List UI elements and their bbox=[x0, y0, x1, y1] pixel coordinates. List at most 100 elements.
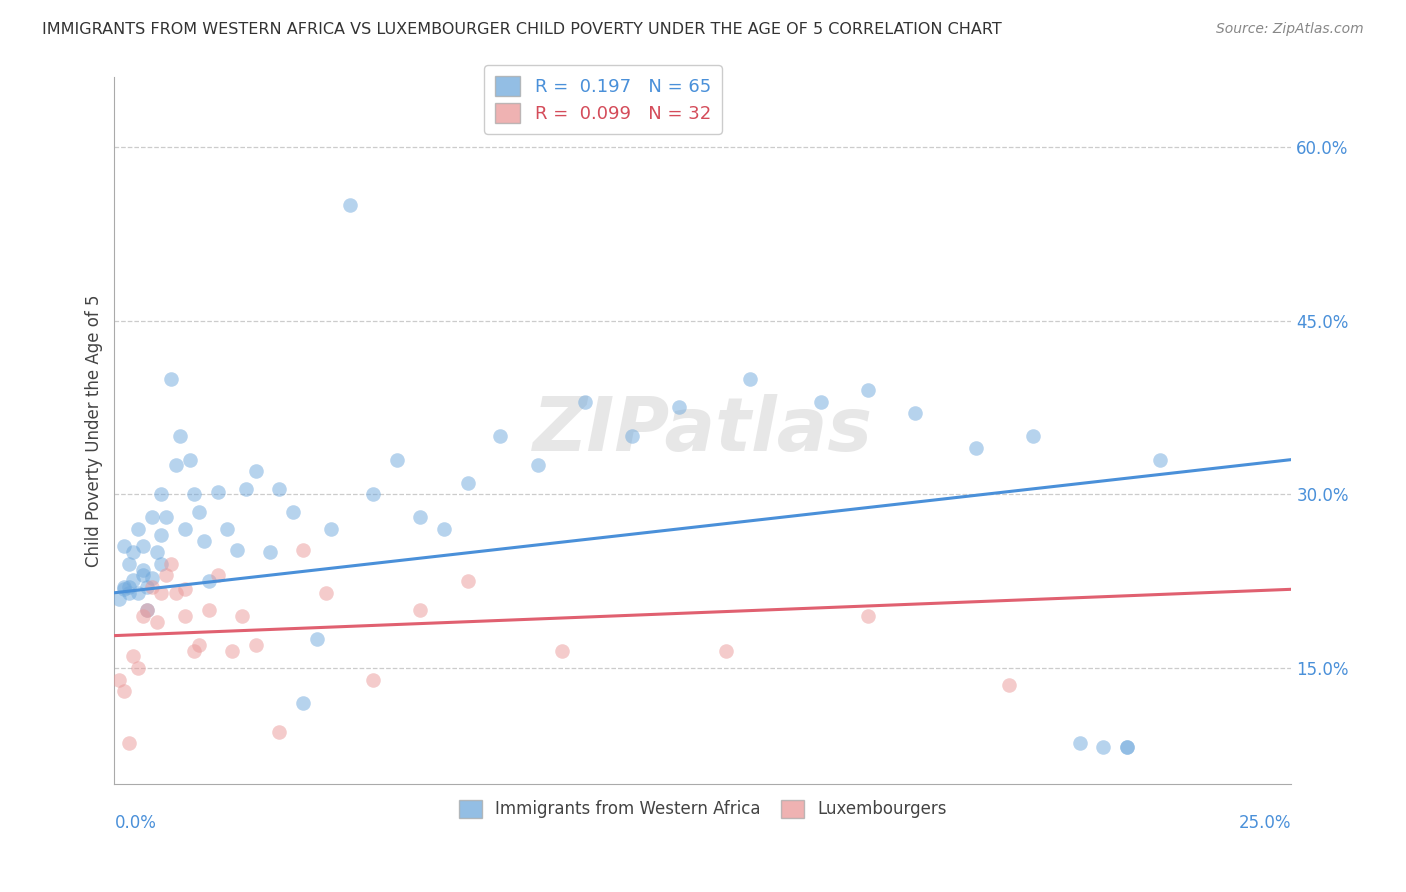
Point bbox=[315, 586, 337, 600]
Point bbox=[183, 643, 205, 657]
Point bbox=[385, 452, 408, 467]
Point bbox=[433, 522, 456, 536]
Point bbox=[127, 586, 149, 600]
Point bbox=[141, 580, 163, 594]
Point bbox=[108, 591, 131, 606]
Point bbox=[1115, 739, 1137, 754]
Point bbox=[165, 586, 187, 600]
Point bbox=[221, 643, 243, 657]
Point bbox=[112, 580, 135, 594]
Point bbox=[155, 510, 177, 524]
Point bbox=[621, 429, 644, 443]
Point bbox=[112, 684, 135, 698]
Point bbox=[122, 649, 145, 664]
Point bbox=[207, 568, 229, 582]
Point bbox=[998, 678, 1021, 692]
Legend: Immigrants from Western Africa, Luxembourgers: Immigrants from Western Africa, Luxembou… bbox=[453, 793, 953, 825]
Point bbox=[108, 673, 131, 687]
Point bbox=[856, 383, 879, 397]
Point bbox=[235, 482, 257, 496]
Point bbox=[291, 543, 314, 558]
Point bbox=[136, 580, 159, 594]
Point bbox=[174, 582, 197, 597]
Point bbox=[245, 638, 267, 652]
Point bbox=[259, 545, 281, 559]
Point bbox=[131, 563, 153, 577]
Point bbox=[160, 371, 183, 385]
Point bbox=[339, 198, 361, 212]
Point bbox=[319, 522, 342, 536]
Point bbox=[131, 540, 153, 554]
Point bbox=[231, 609, 253, 624]
Point bbox=[457, 574, 479, 589]
Point bbox=[363, 487, 385, 501]
Point bbox=[112, 582, 135, 597]
Text: Source: ZipAtlas.com: Source: ZipAtlas.com bbox=[1216, 22, 1364, 37]
Point bbox=[197, 603, 219, 617]
Point bbox=[183, 487, 205, 501]
Point bbox=[1021, 429, 1043, 443]
Text: 25.0%: 25.0% bbox=[1239, 814, 1292, 832]
Point bbox=[1149, 452, 1171, 467]
Point bbox=[150, 487, 173, 501]
Point bbox=[1115, 739, 1137, 754]
Point bbox=[738, 371, 761, 385]
Point bbox=[1092, 739, 1115, 754]
Point bbox=[127, 522, 149, 536]
Point bbox=[363, 673, 385, 687]
Point bbox=[291, 696, 314, 710]
Point bbox=[117, 557, 139, 571]
Point bbox=[136, 603, 159, 617]
Point bbox=[155, 568, 177, 582]
Y-axis label: Child Poverty Under the Age of 5: Child Poverty Under the Age of 5 bbox=[86, 294, 103, 567]
Point bbox=[165, 458, 187, 473]
Point bbox=[457, 475, 479, 490]
Point bbox=[409, 603, 432, 617]
Point bbox=[305, 632, 328, 646]
Point bbox=[904, 406, 927, 420]
Point bbox=[197, 574, 219, 589]
Point bbox=[117, 736, 139, 750]
Point bbox=[160, 557, 183, 571]
Point bbox=[225, 543, 247, 558]
Point bbox=[146, 545, 169, 559]
Point bbox=[810, 394, 832, 409]
Point bbox=[174, 522, 197, 536]
Point bbox=[174, 609, 197, 624]
Point bbox=[193, 533, 215, 548]
Point bbox=[117, 580, 139, 594]
Point bbox=[179, 452, 201, 467]
Point bbox=[112, 540, 135, 554]
Point bbox=[117, 586, 139, 600]
Point bbox=[122, 545, 145, 559]
Point bbox=[245, 464, 267, 478]
Point bbox=[131, 609, 153, 624]
Text: ZIPatlas: ZIPatlas bbox=[533, 394, 873, 467]
Point bbox=[574, 394, 596, 409]
Point bbox=[489, 429, 512, 443]
Point bbox=[188, 505, 211, 519]
Point bbox=[965, 441, 987, 455]
Point bbox=[150, 557, 173, 571]
Point bbox=[668, 401, 690, 415]
Point bbox=[527, 458, 550, 473]
Point bbox=[188, 638, 211, 652]
Point bbox=[1069, 736, 1091, 750]
Text: 0.0%: 0.0% bbox=[114, 814, 156, 832]
Point bbox=[269, 724, 291, 739]
Point bbox=[283, 505, 305, 519]
Point bbox=[550, 643, 572, 657]
Point bbox=[122, 573, 145, 587]
Point bbox=[150, 586, 173, 600]
Point bbox=[146, 615, 169, 629]
Point bbox=[141, 571, 163, 585]
Point bbox=[217, 522, 239, 536]
Point bbox=[856, 609, 879, 624]
Point bbox=[127, 661, 149, 675]
Point bbox=[141, 510, 163, 524]
Point bbox=[269, 482, 291, 496]
Text: IMMIGRANTS FROM WESTERN AFRICA VS LUXEMBOURGER CHILD POVERTY UNDER THE AGE OF 5 : IMMIGRANTS FROM WESTERN AFRICA VS LUXEMB… bbox=[42, 22, 1002, 37]
Point bbox=[131, 568, 153, 582]
Point bbox=[716, 643, 738, 657]
Point bbox=[150, 528, 173, 542]
